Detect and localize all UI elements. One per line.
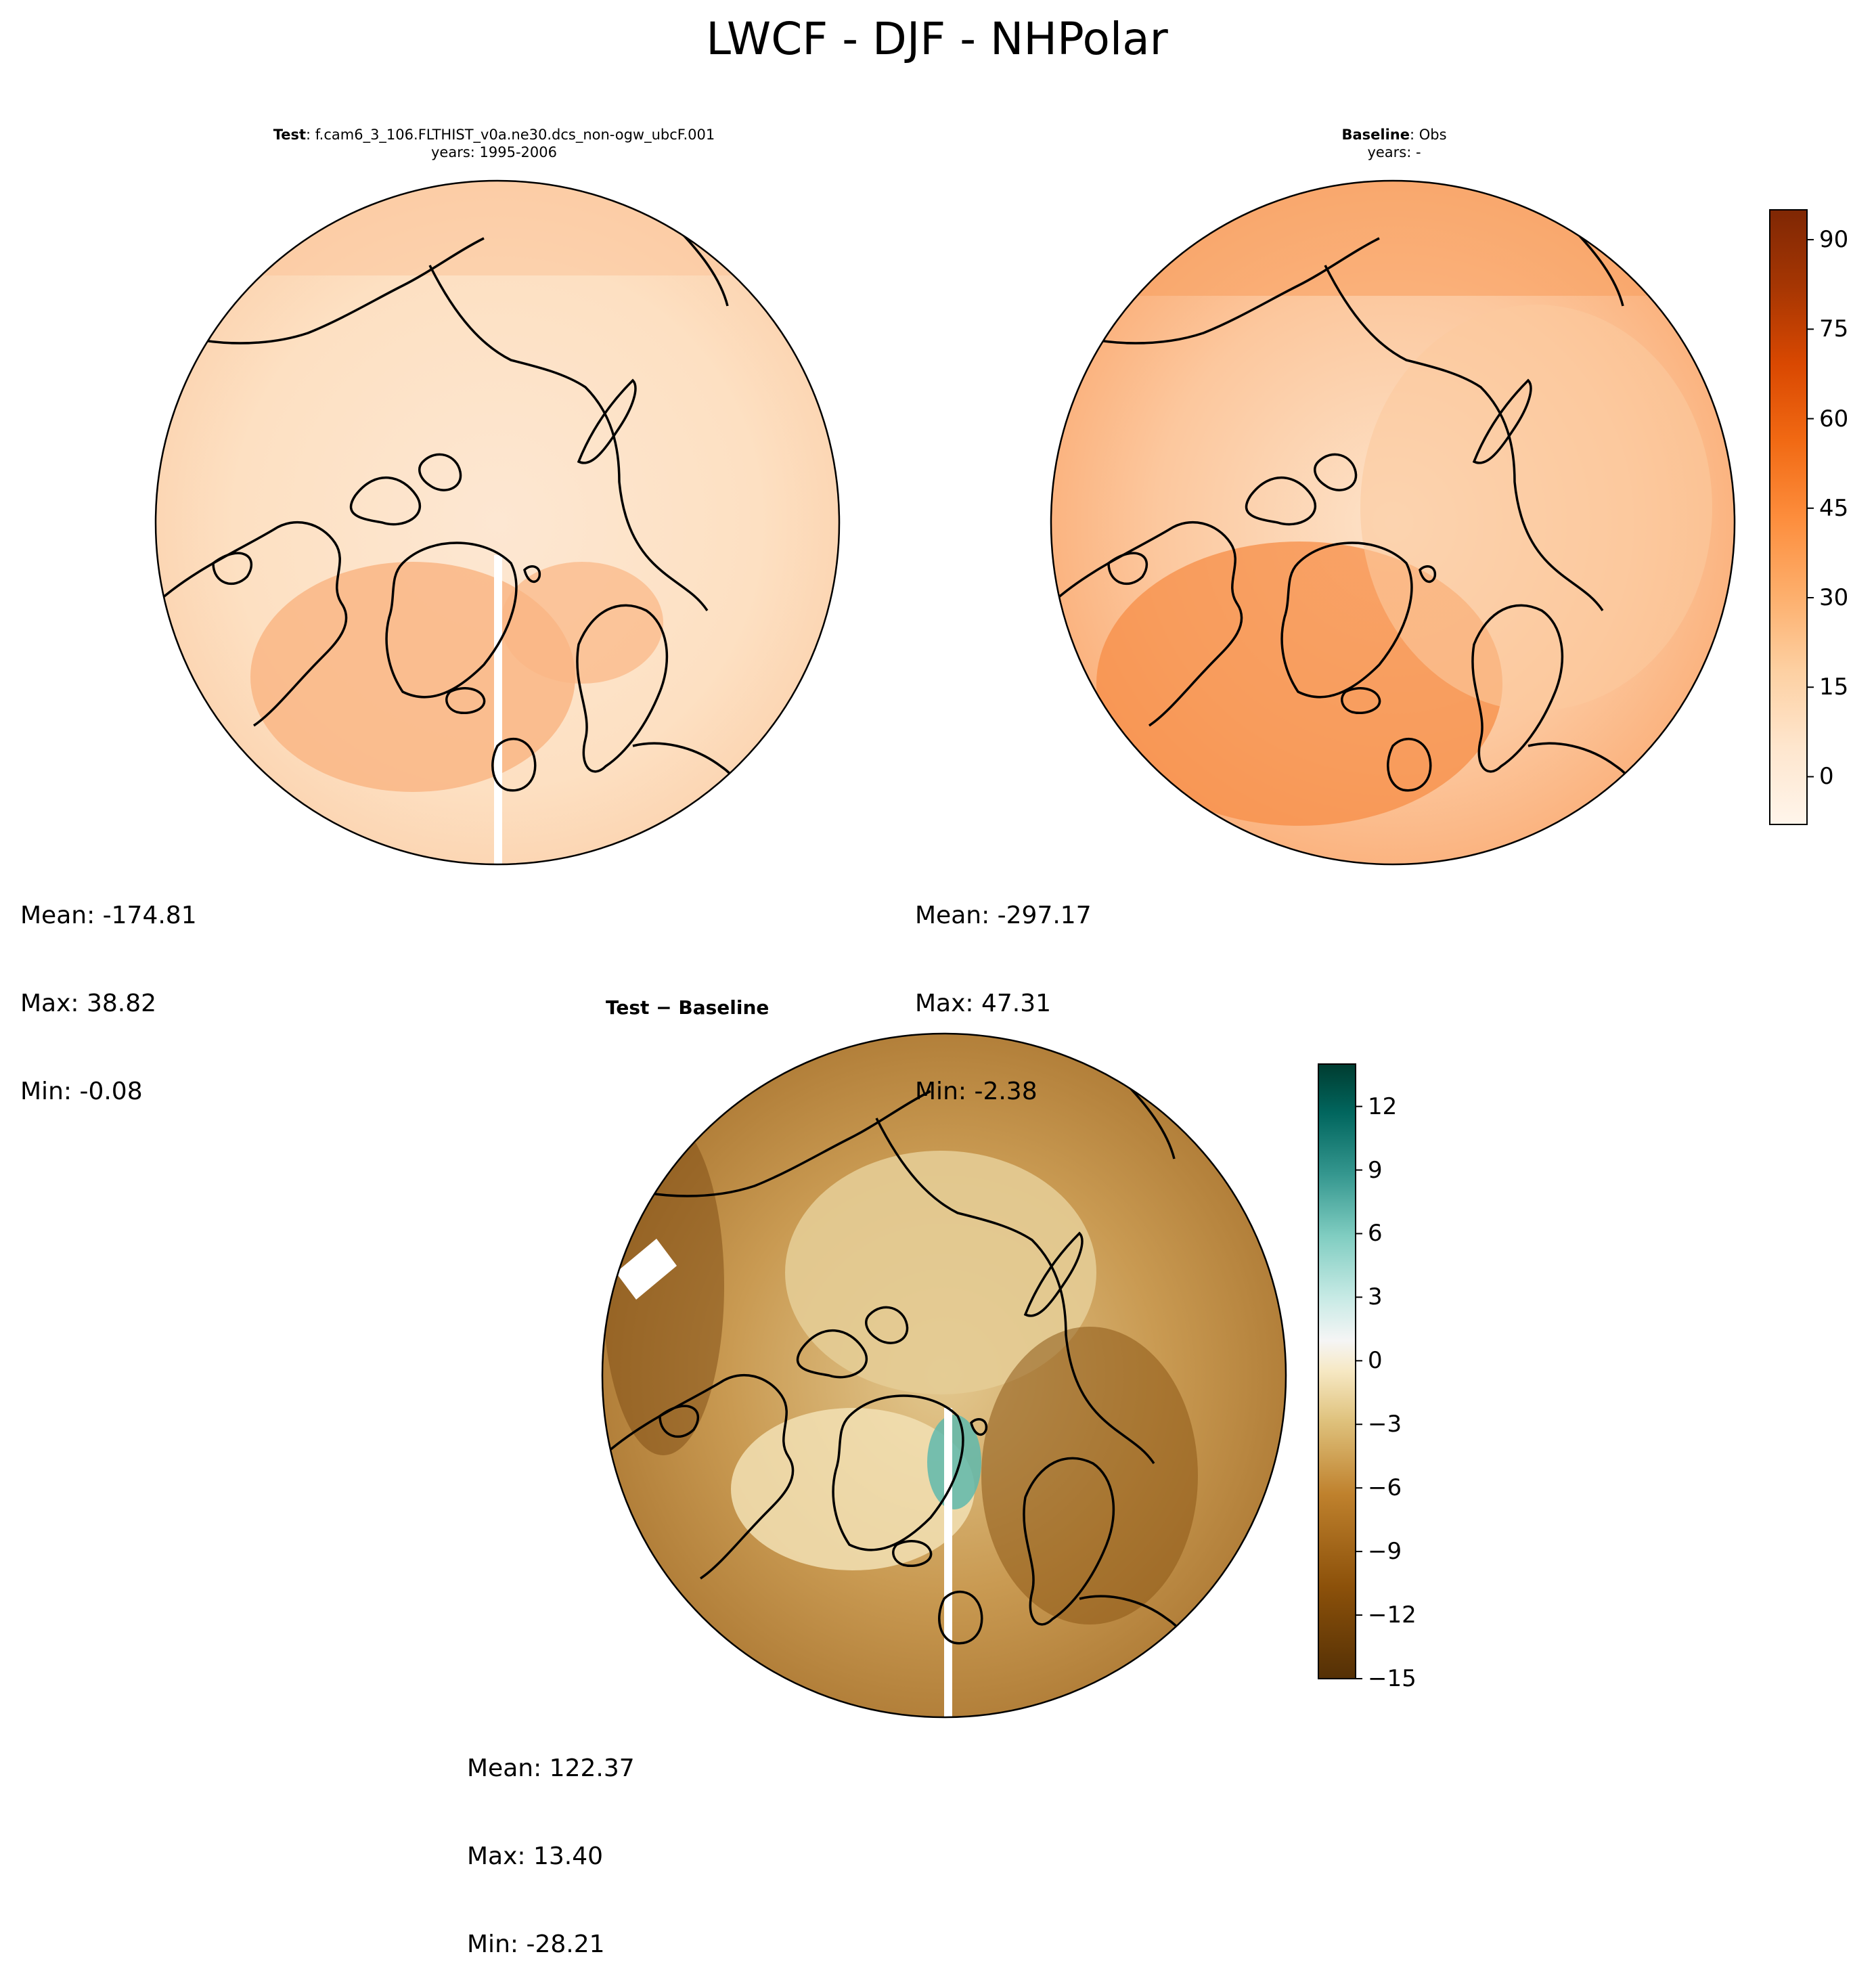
baseline-case-name: : Obs	[1409, 127, 1447, 143]
main-colorbar-tick-label: 60	[1819, 405, 1849, 433]
figure-canvas	[154, 179, 1814, 1719]
main-colorbar-tick-label: 90	[1819, 226, 1849, 254]
test-min: Min: -0.08	[20, 1077, 143, 1105]
diff-colorbar-tick-label: −12	[1368, 1602, 1416, 1629]
baseline-title-label: Baseline	[1341, 127, 1410, 143]
diff-map	[601, 1032, 1287, 1719]
test-stats: Mean: -174.81 Max: 38.82 Min: -0.08	[20, 843, 197, 1135]
test-title-label: Test	[273, 127, 307, 143]
baseline-stats: Mean: -297.17 Max: 47.31 Min: -2.38	[915, 843, 1092, 1135]
diff-colorbar-tick-label: 12	[1368, 1092, 1398, 1120]
main-colorbar-tick-label: 45	[1819, 494, 1849, 522]
diff-colorbar-tick-label: −3	[1368, 1411, 1402, 1438]
baseline-panel-title: Baseline: Obs years: -	[1178, 126, 1611, 162]
diff-colorbar-tick-label: 6	[1368, 1220, 1383, 1247]
baseline-mean: Mean: -297.17	[915, 902, 1092, 930]
diff-colorbar	[1318, 1063, 1362, 1679]
main-colorbar-ticks	[1807, 239, 1814, 778]
diff-colorbar-ticks	[1356, 1105, 1362, 1679]
main-colorbar	[1769, 209, 1814, 825]
figure-title: LWCF - DJF - NHPolar	[706, 13, 1168, 65]
test-max: Max: 38.82	[20, 989, 157, 1017]
diff-max: Max: 13.40	[467, 1842, 604, 1870]
diff-colorbar-tick-label: 0	[1368, 1347, 1383, 1375]
test-case-name: : f.cam6_3_106.FLTHIST_v0a.ne30.dcs_non-…	[306, 127, 715, 143]
diff-colorbar-tick-label: −9	[1368, 1538, 1402, 1566]
diff-colorbar-tick-label: −6	[1368, 1474, 1402, 1502]
test-mean: Mean: -174.81	[20, 902, 197, 930]
main-colorbar-tick-label: 0	[1819, 763, 1834, 791]
baseline-years: years: -	[1367, 144, 1421, 161]
diff-panel-title: Test − Baseline	[606, 996, 769, 1019]
baseline-max: Max: 47.31	[915, 989, 1052, 1017]
main-colorbar-tick-label: 75	[1819, 315, 1849, 343]
diff-min: Min: -28.21	[467, 1930, 605, 1958]
baseline-map	[1050, 179, 1736, 866]
main-colorbar-tick-label: 15	[1819, 673, 1849, 701]
main-colorbar-tick-label: 30	[1819, 584, 1849, 611]
test-map	[154, 179, 841, 866]
test-panel-title: Test: f.cam6_3_106.FLTHIST_v0a.ne30.dcs_…	[156, 126, 832, 162]
diff-colorbar-tick-label: 9	[1368, 1156, 1383, 1184]
diff-colorbar-tick-label: −15	[1368, 1665, 1416, 1692]
diff-stats: Mean: 122.37 Max: 13.40 Min: -28.21	[467, 1696, 635, 1988]
test-years: years: 1995-2006	[430, 144, 557, 161]
diff-mean: Mean: 122.37	[467, 1754, 635, 1783]
diff-colorbar-tick-label: 3	[1368, 1283, 1383, 1311]
baseline-min: Min: -2.38	[915, 1077, 1038, 1105]
